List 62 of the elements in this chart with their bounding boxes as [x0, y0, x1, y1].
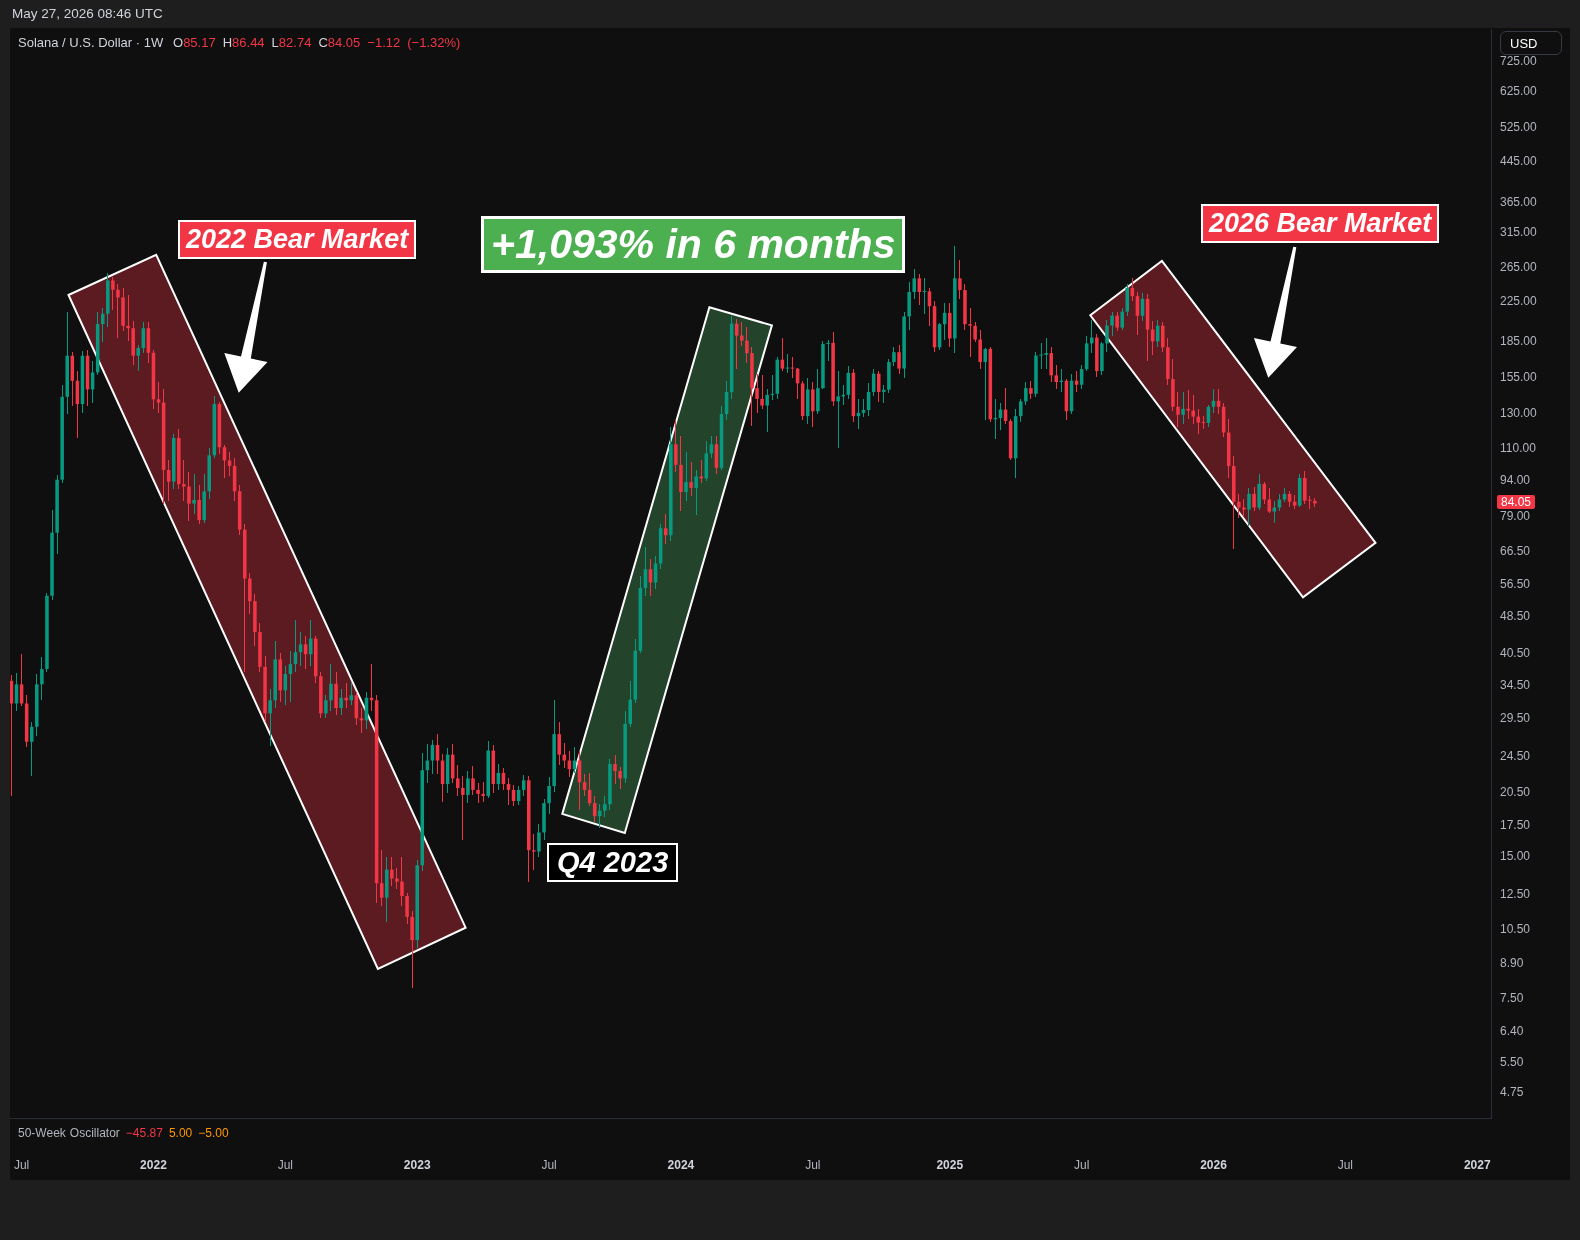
y-tick-label: 17.50	[1500, 817, 1531, 832]
annotation: 2026 Bear Market	[1201, 204, 1440, 243]
candlestick	[1313, 497, 1317, 508]
text: 84.05	[1497, 494, 1536, 509]
x-tick-label: 2022	[140, 1157, 168, 1172]
y-tick-label: 155.00	[1500, 370, 1538, 385]
y-tick-label: 625.00	[1500, 84, 1538, 99]
y-tick-label: 8.90	[1500, 956, 1524, 971]
candlestick	[192, 473, 196, 515]
candlestick	[1044, 337, 1048, 370]
candlestick	[603, 795, 607, 818]
y-tick-label: 40.50	[1500, 645, 1531, 660]
y-tick-label: 315.00	[1500, 224, 1538, 239]
x-tick-label: 2025	[936, 1157, 964, 1172]
candlestick	[532, 833, 536, 871]
annotation: Q4 2023	[547, 843, 679, 882]
y-axis-title: USD	[1510, 36, 1538, 51]
x-tick-label: Jul	[805, 1157, 821, 1172]
y-tick-label: 94.00	[1500, 472, 1531, 487]
annotation: +1,093% in 6 months	[481, 216, 906, 273]
y-tick-label: 48.50	[1500, 608, 1531, 623]
x-tick-label: Jul	[1337, 1157, 1354, 1172]
candlestick	[1029, 380, 1033, 400]
x-tick-label: Jul	[1073, 1157, 1090, 1172]
x-tick-label: Jul	[277, 1157, 293, 1172]
y-tick-label: 12.50	[1500, 886, 1531, 901]
x-tick-label: 2023	[403, 1157, 431, 1172]
y-tick-label: 15.00	[1500, 849, 1531, 864]
x-tick-label: Jul	[541, 1157, 557, 1172]
y-tick-label: 10.50	[1500, 922, 1531, 937]
y-tick-label: 265.00	[1500, 260, 1538, 275]
y-tick-label: 4.75	[1500, 1085, 1524, 1100]
text: 50-Week Oscillator −45.87 5.00 −5.00	[18, 1126, 229, 1140]
candlestick	[182, 459, 186, 502]
x-tick-label: 2027	[1463, 1157, 1491, 1172]
x-tick-label: 2024	[667, 1157, 695, 1172]
candlestick	[111, 276, 115, 311]
y-tick-label: 185.00	[1500, 334, 1538, 349]
y-tick-label: 6.40	[1500, 1023, 1524, 1038]
y-tick-label: 34.50	[1500, 678, 1531, 693]
y-tick-label: 365.00	[1500, 194, 1538, 209]
candlestick	[968, 307, 972, 358]
y-tick-label: 20.50	[1500, 785, 1531, 800]
y-tick-label: 66.50	[1500, 543, 1531, 558]
y-tick-label: 79.00	[1500, 508, 1531, 523]
y-tick-label: 24.50	[1500, 748, 1531, 763]
annotation: 2022 Bear Market	[178, 220, 417, 259]
y-tick-label: 225.00	[1500, 293, 1538, 308]
y-tick-label: 725.00	[1500, 53, 1538, 68]
y-tick-label: 445.00	[1500, 154, 1538, 169]
y-tick-label: 130.00	[1500, 406, 1538, 421]
y-tick-label: 56.50	[1500, 577, 1531, 592]
y-tick-label: 110.00	[1500, 440, 1537, 455]
text: Solana / U.S. Dollar · 1W	[18, 35, 164, 50]
text: O85.17 H86.44 L82.74 C84.05 −1.12 (−1.32%)	[173, 35, 461, 50]
text: May 27, 2026 08:46 UTC	[12, 6, 163, 21]
y-tick-label: 29.50	[1500, 710, 1531, 725]
x-tick-label: 2026	[1200, 1157, 1228, 1172]
y-tick-label: 5.50	[1500, 1055, 1524, 1070]
y-tick-label: 7.50	[1500, 991, 1524, 1006]
y-tick-label: 525.00	[1500, 120, 1538, 135]
x-tick-label: Jul	[13, 1157, 30, 1172]
